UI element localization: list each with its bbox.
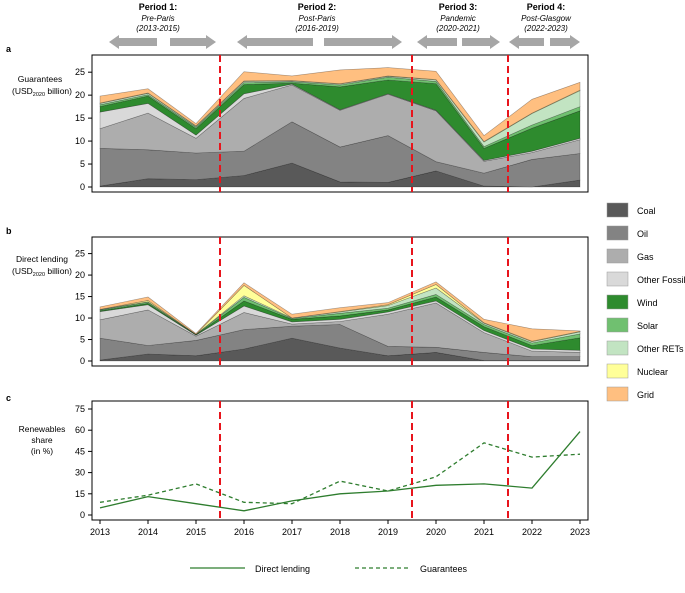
panel-a-ytick-label: 15 [75, 113, 85, 123]
legend-swatch-gas [606, 248, 629, 264]
legend-label-nuclear: Nuclear [637, 367, 668, 377]
period-arrow-right [324, 35, 402, 49]
period-3-years: (2020-2021) [436, 24, 480, 33]
panel-b-frame [91, 236, 589, 367]
period-1-subtitle: Pre-Paris [141, 14, 174, 23]
panel-a-ytick-label: 5 [80, 159, 85, 169]
legend-label-gas: Gas [637, 252, 654, 262]
panel-b-area-other-rets [99, 287, 581, 344]
panel-b-ytick-label: 20 [75, 270, 85, 280]
line-direct-lending [99, 431, 581, 512]
panel-a-area-grid [99, 67, 581, 142]
legend-swatch-wind [606, 294, 629, 310]
xtick-label: 2020 [426, 527, 446, 537]
period-3-title: Period 3: [439, 2, 478, 12]
panel-b-ylabel-line1: Direct lending [16, 254, 68, 264]
xtick-label: 2023 [570, 527, 590, 537]
legend-swatch-grid [606, 386, 629, 402]
period-3-subtitle: Pandemic [440, 14, 476, 23]
legend-swatch-solar [606, 317, 629, 333]
panel-b-area-grid [99, 281, 581, 342]
panel-a-ytick-label: 20 [75, 90, 85, 100]
legend-text-direct-lending: Direct lending [255, 564, 310, 574]
panel-c-ytick-label: 15 [75, 489, 85, 499]
panel-a-ytick-label: 0 [80, 182, 85, 192]
xtick-label: 2014 [138, 527, 158, 537]
panel-c-chart: 0 15 30 45 60 75 2013 2014 2015 2016 2017 2018 2019 2… [75, 400, 590, 537]
line-legend: Direct lending Guarantees [190, 564, 468, 574]
panel-a-chart: 0 5 10 15 20 25 [75, 54, 589, 193]
period-arrow-right [170, 35, 216, 49]
panel-c-ytick-label: 30 [75, 468, 85, 478]
panel-b-letter: b [6, 226, 12, 236]
panel-c-ylabel-line3: (in %) [31, 446, 53, 456]
xtick-label: 2022 [522, 527, 542, 537]
period-arrow-right [550, 35, 580, 49]
panel-c-ytick-label: 45 [75, 446, 85, 456]
panel-c-ytick-label: 60 [75, 425, 85, 435]
xtick-label: 2018 [330, 527, 350, 537]
panel-c-ytick-label: 0 [80, 510, 85, 520]
panel-b-ytick-label: 5 [80, 335, 85, 345]
period-4-years: (2022-2023) [524, 24, 568, 33]
legend-label-wind: Wind [637, 298, 658, 308]
period-arrow-left [237, 35, 313, 49]
panel-c-ytick-label: 75 [75, 404, 85, 414]
xtick-label: 2019 [378, 527, 398, 537]
panel-b-area-nuclear [99, 284, 581, 343]
xtick-label: 2013 [90, 527, 110, 537]
legend-label-other-rets: Other RETs [637, 344, 684, 354]
period-arrows [109, 35, 580, 49]
period-4-subtitle: Post-Glasgow [521, 14, 572, 23]
panel-b-ytick-label: 0 [80, 356, 85, 366]
period-4-title: Period 4: [527, 2, 566, 12]
panel-a-letter: a [6, 44, 12, 54]
panel-a-ylabel-line2: (USD2020 billion) [12, 86, 72, 98]
panel-b-area-solar [99, 294, 581, 346]
period-2-years: (2016-2019) [295, 24, 339, 33]
legend-swatch-coal [606, 202, 629, 218]
panel-c-letter: c [6, 393, 11, 403]
panel-a-frame [91, 54, 589, 193]
legend-label-other-fossil: Other Fossil [637, 275, 685, 285]
period-2-title: Period 2: [298, 2, 337, 12]
period-headers: Period 1: Pre-Paris (2013-2015) Period 2… [136, 2, 572, 33]
legend-swatch-other-fossil [606, 271, 629, 287]
period-arrow-left [109, 35, 157, 49]
xtick-label: 2017 [282, 527, 302, 537]
panel-c-frame [91, 400, 589, 521]
legend-label-coal: Coal [637, 206, 656, 216]
legend-text-guarantees: Guarantees [420, 564, 468, 574]
period-2-subtitle: Post-Paris [299, 14, 336, 23]
period-arrow-right [462, 35, 500, 49]
legend-label-oil: Oil [637, 229, 648, 239]
panel-b-chart: 0 5 10 15 20 25 [75, 236, 589, 367]
panel-a-area-other-fossil [99, 83, 581, 162]
panel-b-ytick-label: 10 [75, 313, 85, 323]
panel-b-ytick-label: 25 [75, 249, 85, 259]
legend-swatch-nuclear [606, 363, 629, 379]
legend-label-solar: Solar [637, 321, 658, 331]
panel-c-ylabel-line2: share [31, 435, 53, 445]
panel-b-ytick-label: 15 [75, 292, 85, 302]
panel-a-ylabel-line1: Guarantees [18, 74, 62, 84]
panel-a-ytick-label: 25 [75, 67, 85, 77]
xtick-label: 2016 [234, 527, 254, 537]
period-arrow-left [509, 35, 544, 49]
period-1-title: Period 1: [139, 2, 178, 12]
legend-swatch-other-rets [606, 340, 629, 356]
area-legend: Coal Oil Gas Other Fossil Wind Solar Other RET… [606, 202, 685, 402]
xtick-label: 2021 [474, 527, 494, 537]
xtick-label: 2015 [186, 527, 206, 537]
panel-b-area-other-fossil [99, 300, 581, 353]
panel-c-ylabel-line1: Renewables [19, 424, 66, 434]
legend-label-grid: Grid [637, 390, 654, 400]
legend-swatch-oil [606, 225, 629, 241]
period-arrow-left [417, 35, 457, 49]
period-1-years: (2013-2015) [136, 24, 180, 33]
panel-b-ylabel-line2: (USD2020 billion) [12, 266, 72, 278]
panel-a-ytick-label: 10 [75, 136, 85, 146]
